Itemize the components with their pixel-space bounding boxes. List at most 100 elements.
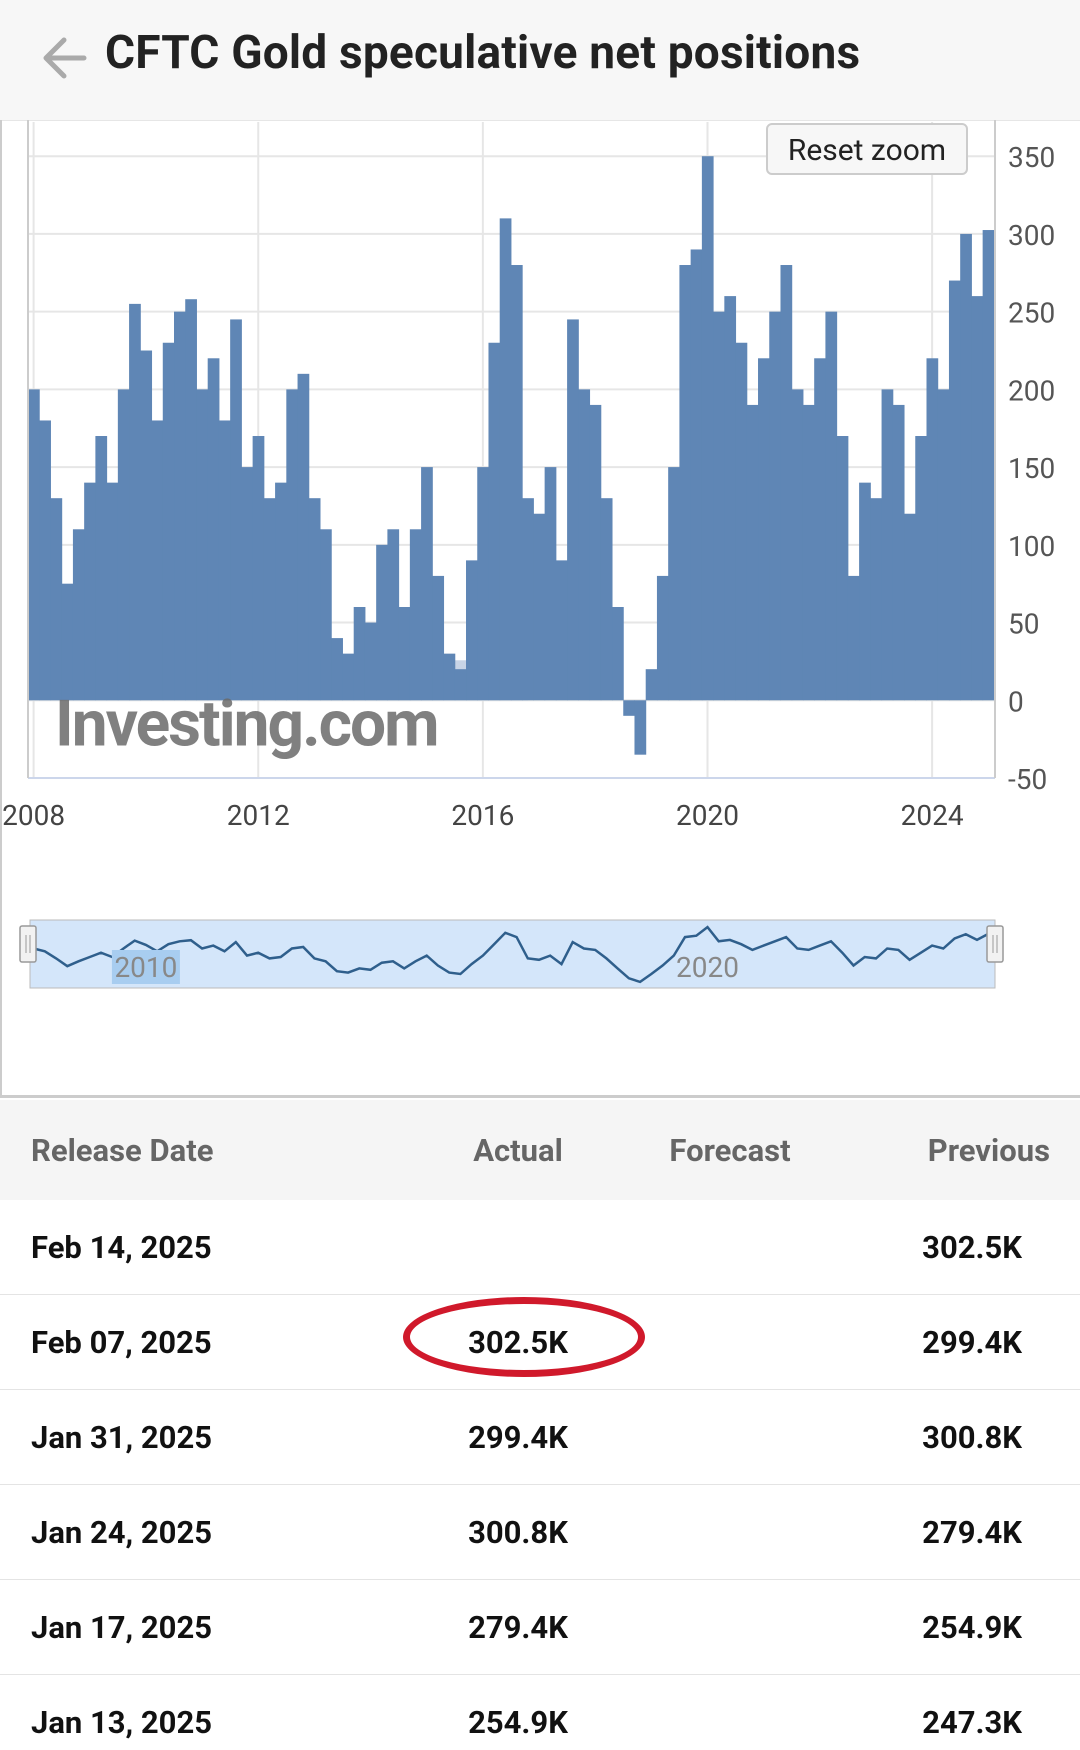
- label-highlight: [111, 950, 180, 984]
- button-label: Reset zoom: [788, 133, 946, 168]
- release-date: Jan 24, 2025: [0, 1484, 412, 1580]
- bar: [466, 560, 478, 701]
- table-row: Jan 17, 2025 279.4K 254.9K: [0, 1579, 1080, 1675]
- bar: [600, 498, 613, 701]
- chart: -50 0 50 100 150 200 250 300 350 2008 2012 2016 2020…: [2, 120, 1055, 989]
- bar: [499, 218, 512, 701]
- bar: [398, 607, 411, 701]
- bar: [320, 529, 332, 701]
- y-tick-label: 250: [1008, 297, 1055, 330]
- bar: [286, 389, 299, 701]
- forecast: [624, 1484, 836, 1580]
- back-button[interactable]: [38, 28, 98, 88]
- bar: [769, 311, 781, 701]
- bar: [915, 436, 927, 701]
- bar: [331, 638, 343, 701]
- bar: [690, 249, 703, 701]
- bar: [533, 513, 546, 701]
- navigator-line: [33, 925, 989, 984]
- bar: [971, 296, 984, 701]
- table-row: Jan 24, 2025 300.8K 279.4K: [0, 1484, 1080, 1580]
- forecast: [624, 1294, 836, 1390]
- bar: [724, 296, 737, 701]
- previous: 247.3K: [836, 1674, 1080, 1750]
- bar: [836, 436, 849, 701]
- previous: 299.4K: [836, 1294, 1080, 1390]
- bar: [510, 265, 523, 701]
- bar: [207, 358, 220, 701]
- release-date: Jan 17, 2025: [0, 1579, 412, 1675]
- navigator-handle[interactable]: [986, 925, 1004, 963]
- bar: [477, 467, 489, 701]
- bar: [589, 404, 602, 701]
- bar: [567, 319, 579, 701]
- bar: [522, 498, 534, 701]
- column-header: Release Date: [31, 1131, 214, 1169]
- bar: [174, 311, 186, 701]
- x-tick-label: 2008: [2, 799, 65, 832]
- bar: [61, 583, 74, 701]
- bar: [544, 467, 557, 701]
- y-tick-label: 100: [1008, 530, 1055, 563]
- forecast: [624, 1389, 836, 1485]
- bar: [713, 311, 725, 701]
- bar: [791, 389, 804, 701]
- bar: [39, 420, 51, 701]
- bar: [578, 389, 591, 701]
- release-date: Feb 07, 2025: [0, 1294, 412, 1390]
- bar: [252, 436, 265, 701]
- history-table: Release Date Actual Forecast Previous Fe…: [0, 1100, 1080, 1750]
- bar: [117, 389, 130, 701]
- table-row: Jan 13, 2025 254.9K 247.3K: [0, 1674, 1080, 1750]
- bar: [151, 420, 164, 701]
- x-tick-label: 2024: [901, 799, 964, 832]
- bar: [780, 265, 793, 701]
- bar: [140, 350, 153, 701]
- navigator-handle[interactable]: [19, 925, 37, 963]
- previous: 279.4K: [836, 1484, 1080, 1580]
- forecast: [624, 1200, 836, 1295]
- column-header: Forecast: [669, 1131, 791, 1169]
- y-tick-label: 0: [1008, 685, 1024, 718]
- bar: [50, 498, 63, 701]
- actual: 279.4K: [412, 1579, 624, 1675]
- column-header: Actual: [473, 1131, 563, 1169]
- table-row: Feb 14, 2025 302.5K: [0, 1200, 1080, 1295]
- column-header: Previous: [927, 1131, 1050, 1169]
- actual: 254.9K: [412, 1674, 624, 1750]
- bar: [948, 280, 961, 701]
- bar: [353, 607, 366, 701]
- bar: [409, 529, 422, 701]
- bar: [364, 622, 377, 701]
- reset-zoom-button[interactable]: Reset zoom: [766, 123, 968, 175]
- bar: [847, 575, 860, 701]
- bar: [421, 467, 433, 701]
- release-date: Jan 13, 2025: [0, 1674, 412, 1750]
- bar: [84, 482, 96, 701]
- bar: [612, 607, 624, 701]
- bar: [241, 467, 254, 701]
- bar: [443, 653, 456, 701]
- y-tick-label: 200: [1008, 374, 1055, 407]
- bar: [960, 233, 972, 701]
- bar: [623, 700, 635, 716]
- actual: 300.8K: [412, 1484, 624, 1580]
- bar: [432, 575, 445, 701]
- navigator-bg: [29, 919, 996, 989]
- bar: [679, 265, 692, 701]
- actual: 299.4K: [412, 1389, 624, 1485]
- bar: [892, 404, 905, 701]
- bar: [904, 513, 916, 701]
- bar: [72, 529, 85, 701]
- page-title: CFTC Gold speculative net positions: [105, 26, 861, 80]
- actual: [412, 1200, 624, 1295]
- bar: [196, 389, 209, 701]
- bar: [982, 230, 995, 701]
- bar: [668, 467, 680, 701]
- button-bg: [766, 123, 968, 175]
- y-tick-label: 150: [1008, 452, 1055, 485]
- previous: 300.8K: [836, 1389, 1080, 1485]
- y-tick-label: -50: [1008, 763, 1047, 796]
- table-row: Feb 07, 2025 302.5K 299.4K: [0, 1294, 1080, 1390]
- x-tick-label: 2016: [451, 799, 514, 832]
